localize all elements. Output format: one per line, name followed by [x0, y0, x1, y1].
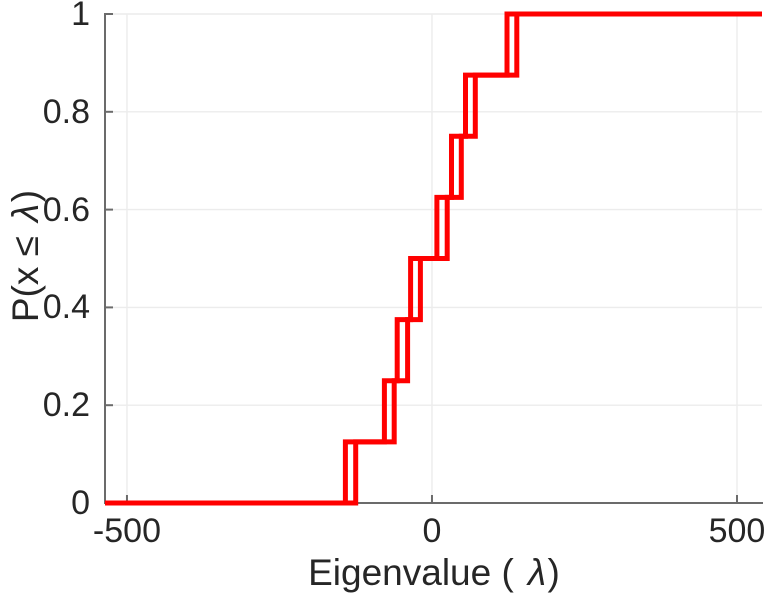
x-tick-label-500: 500 — [708, 512, 766, 550]
y-tick-label-0.8: 0.8 — [42, 92, 90, 131]
lambda-symbol: λ — [527, 552, 547, 593]
x-axis-label-close: ) — [547, 552, 560, 593]
y-tick-label-0.6: 0.6 — [42, 190, 90, 229]
y-tick-label-0.4: 0.4 — [42, 288, 90, 327]
ecdf-2-path — [105, 11, 762, 506]
x-tick-label-0: 0 — [422, 512, 442, 550]
grid-lines — [105, 13, 762, 503]
x-axis-label-text: Eigenvalue ( — [308, 552, 514, 593]
x-axis-label: Eigenvalue ( λ) — [308, 553, 560, 593]
y-tick-label-0.2: 0.2 — [42, 386, 90, 425]
y-tick-label-0: 0 — [71, 484, 90, 522]
x-tick-label--500: -500 — [92, 512, 161, 550]
y-tick-label-1: 1 — [71, 0, 90, 33]
